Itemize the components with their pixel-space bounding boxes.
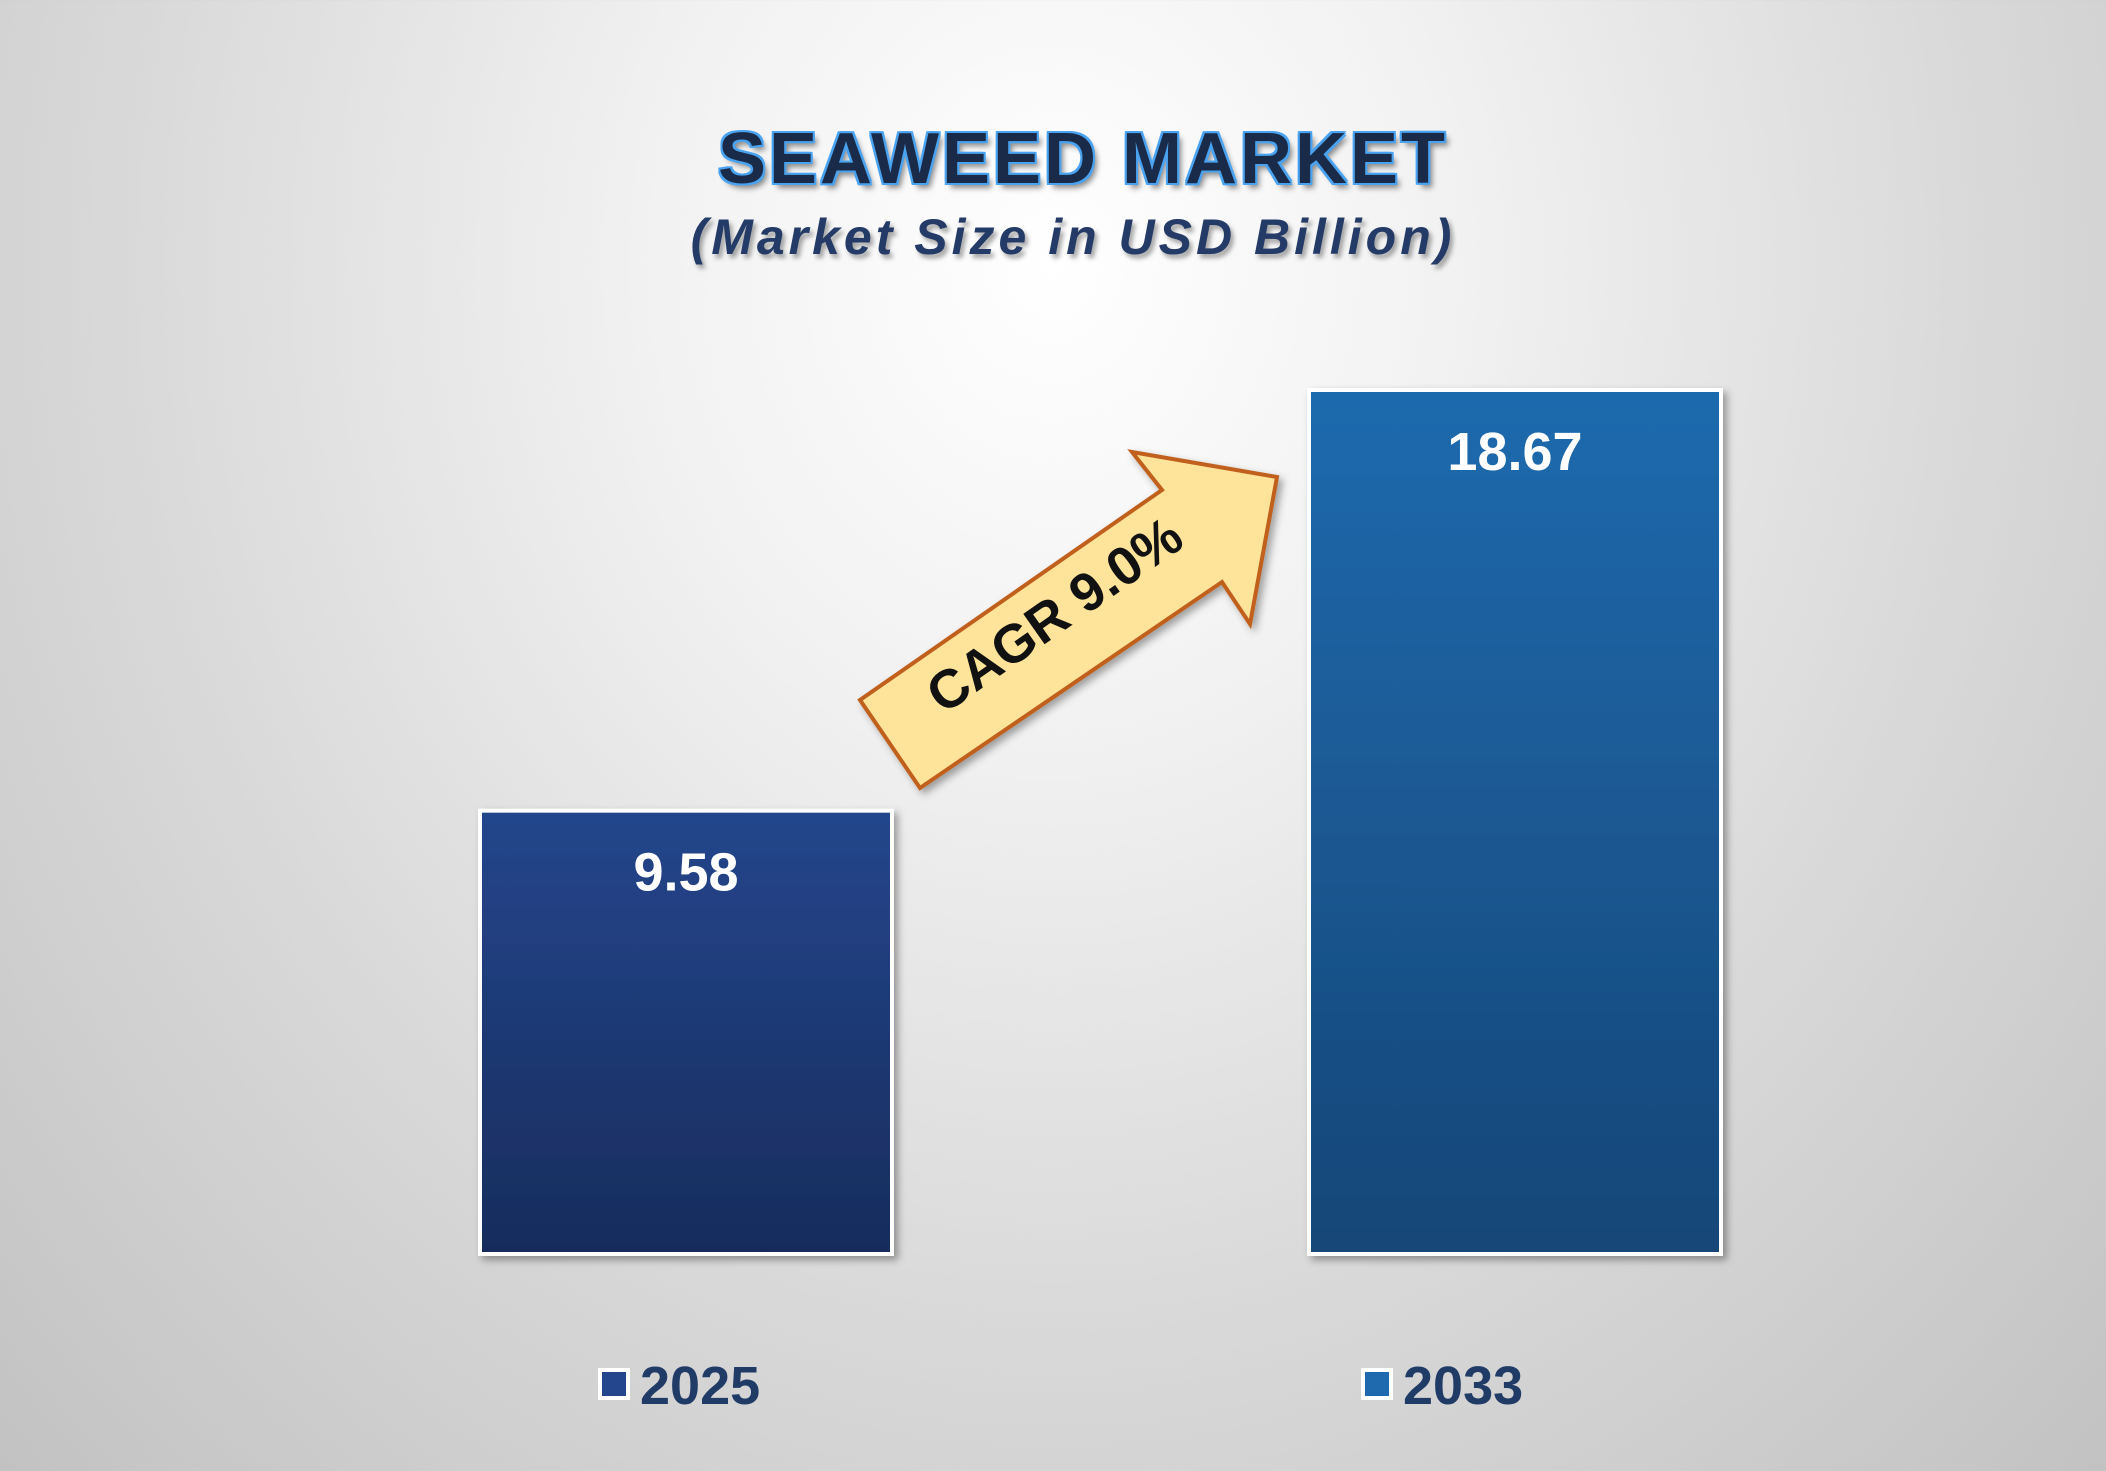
cagr-arrow: CAGR 9.0% xyxy=(857,449,1280,791)
legend-label-2025: 2025 xyxy=(640,1356,760,1416)
legend-swatch-2033 xyxy=(1361,1368,1393,1400)
bar-2033 xyxy=(1307,388,1723,1256)
chart-title: SEAWEED MARKET xyxy=(717,119,1449,199)
bar-value-label-2033: 18.67 xyxy=(1447,422,1582,482)
chart-subtitle: (Market Size in USD Billion) xyxy=(690,209,1456,265)
legend: 2025 2033 xyxy=(598,1356,1523,1416)
cagr-arrow-shape xyxy=(857,449,1280,791)
bar-value-label-2025: 9.58 xyxy=(633,843,738,903)
legend-label-2033: 2033 xyxy=(1403,1356,1523,1416)
legend-swatch-2025 xyxy=(598,1368,630,1400)
bar-2025 xyxy=(478,808,894,1257)
